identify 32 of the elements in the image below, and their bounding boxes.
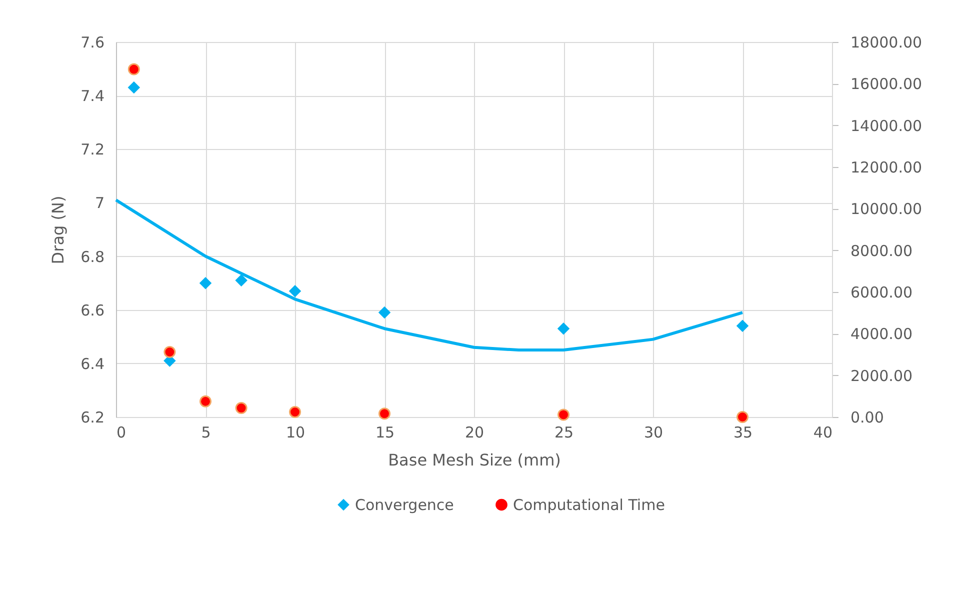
- y-tick-label: 6.2: [80, 408, 104, 426]
- y2-tick-label: 6000.00: [850, 284, 913, 302]
- x-tick-label: 0: [116, 424, 126, 442]
- y-tick-label: 7.6: [80, 34, 104, 52]
- y-tick-label: 7.2: [80, 140, 104, 159]
- y-tick-label: 7: [94, 194, 104, 212]
- x-tick-label: 20: [464, 424, 484, 442]
- y-tick-label: 7.4: [80, 87, 104, 106]
- x-tick-label: 40: [813, 424, 832, 442]
- y-tick-label: 6.4: [80, 354, 104, 373]
- x-tick-label: 25: [554, 424, 574, 442]
- x-tick-label: 10: [286, 424, 306, 442]
- x-tick-label: 30: [644, 424, 664, 442]
- legend-label: Convergence: [355, 496, 454, 514]
- y2-tick-label: 0.00: [850, 408, 884, 426]
- y2-tick-label: 4000.00: [850, 325, 913, 344]
- y2-tick-label: 8000.00: [850, 242, 913, 260]
- x-tick-label: 5: [201, 424, 211, 442]
- y2-tick-label: 14000.00: [850, 116, 922, 135]
- y2-tick-label: 12000.00: [850, 158, 922, 176]
- x-tick-label: 35: [733, 424, 753, 442]
- x-axis-title: Base Mesh Size (mm): [388, 450, 561, 470]
- y2-tick-label: 10000.00: [850, 200, 922, 218]
- line-series: [114, 198, 744, 352]
- y2-tick-label: 16000.00: [850, 75, 922, 94]
- y-tick-label: 6.6: [80, 301, 104, 320]
- legend-label: Computational Time: [513, 496, 665, 514]
- y-axis-title: Drag (N): [48, 196, 68, 264]
- y2-tick-label: 2000.00: [850, 366, 913, 385]
- y2-tick-label: 18000.00: [850, 34, 922, 52]
- y-tick-label: 6.8: [80, 248, 104, 266]
- x-tick-label: 15: [375, 424, 395, 442]
